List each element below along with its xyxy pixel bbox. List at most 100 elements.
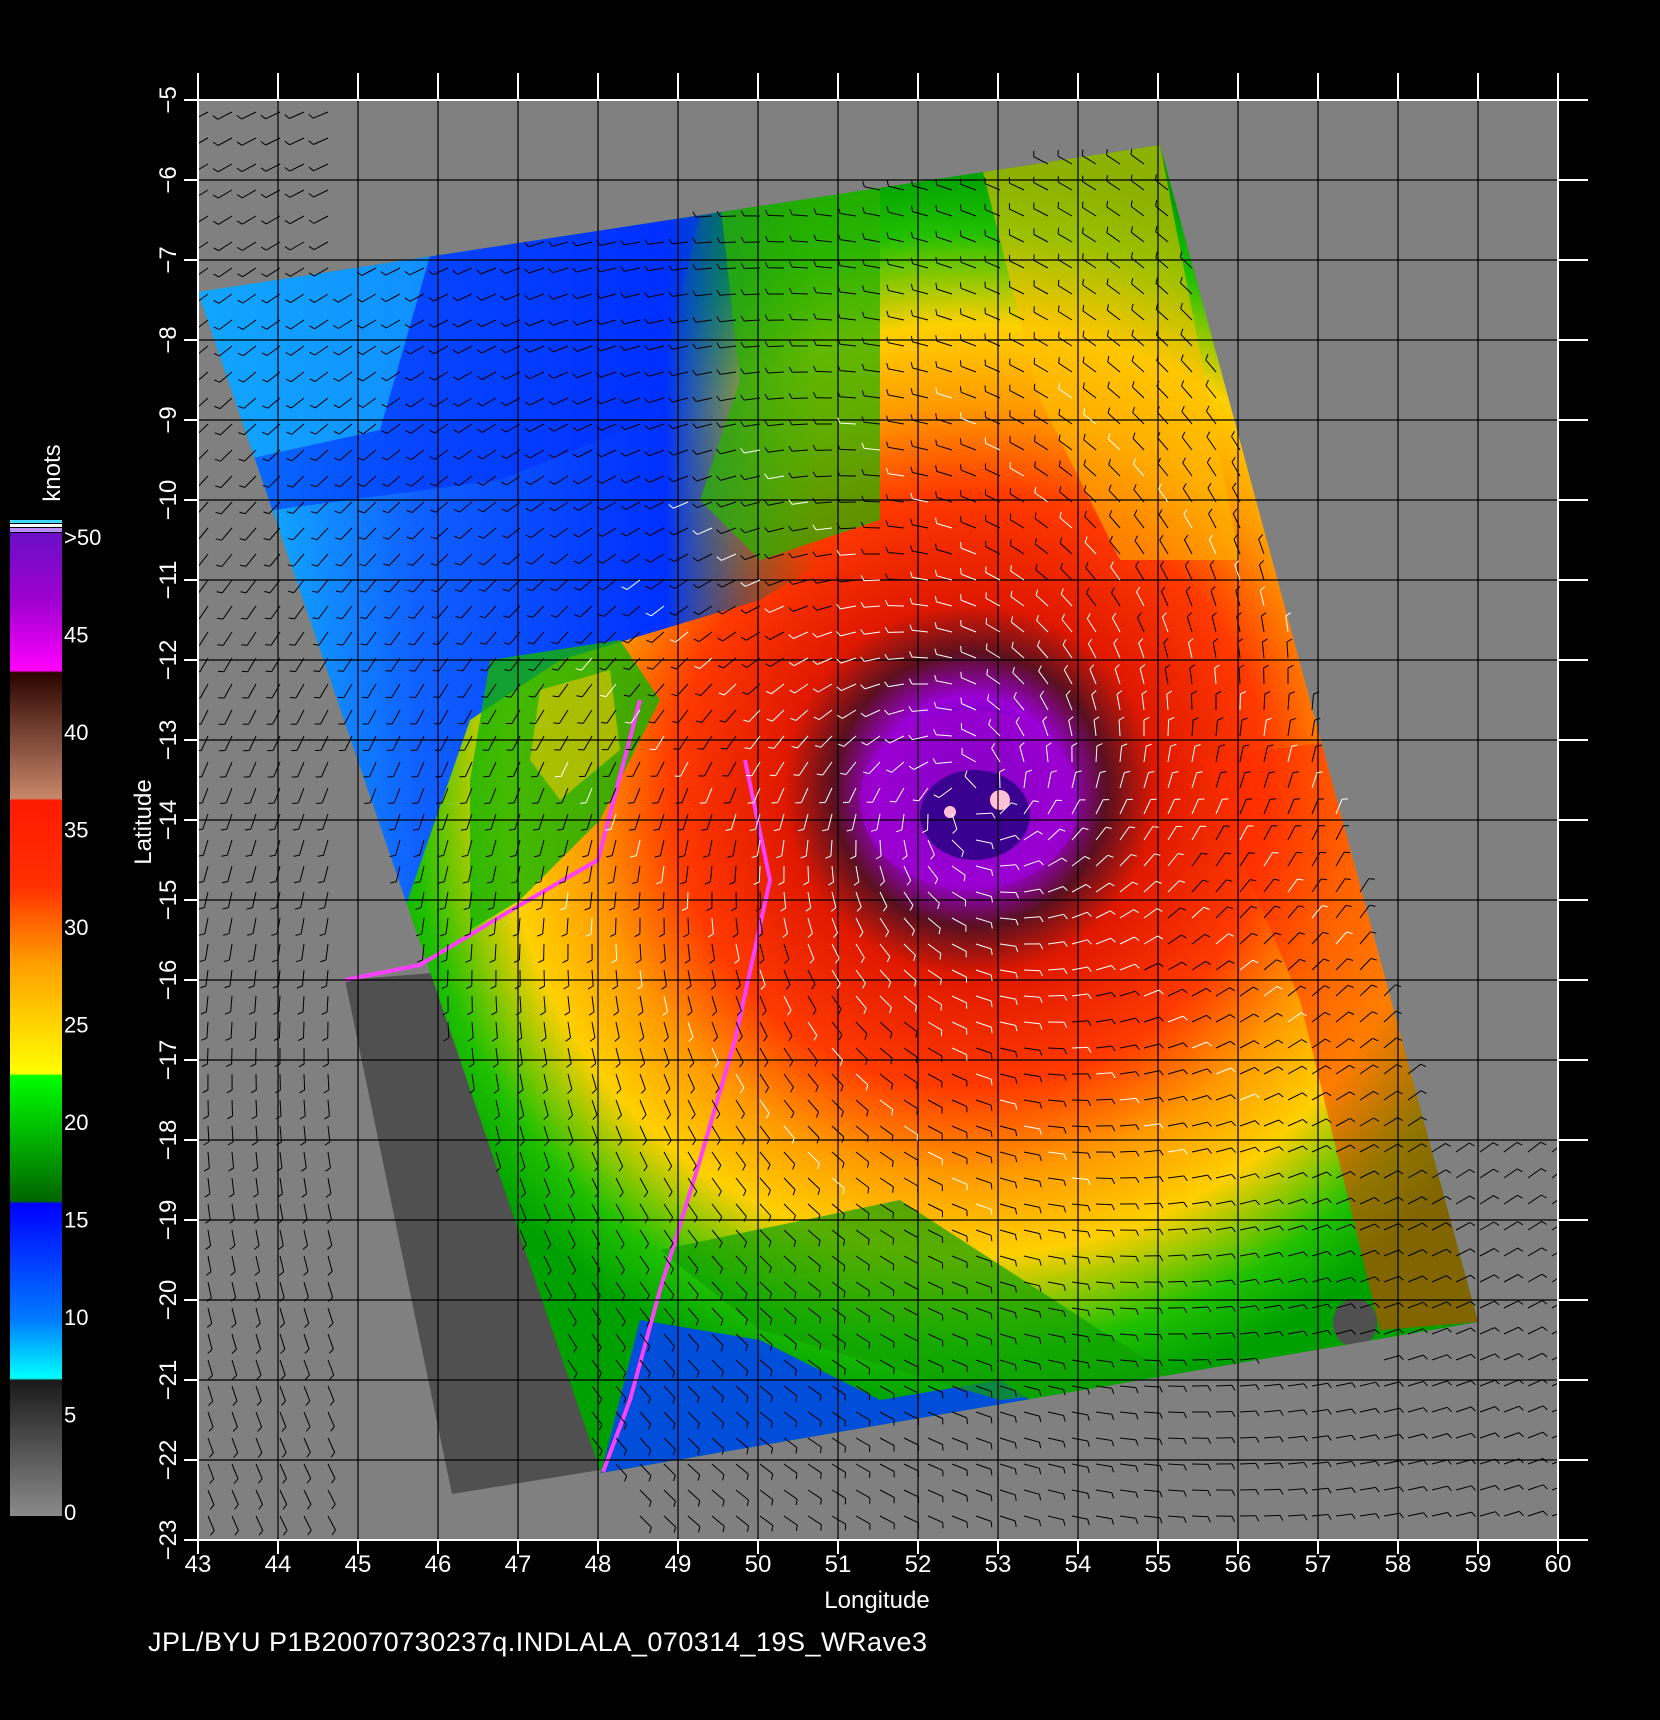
wind-barb-flag	[607, 881, 614, 885]
wind-barb-flag	[767, 1164, 771, 1171]
x-tick-label: 47	[505, 1551, 532, 1578]
wind-barb	[1263, 1092, 1279, 1101]
wind-barb	[730, 813, 737, 830]
wind-barb	[815, 344, 833, 347]
wind-barb-flag	[1351, 1513, 1356, 1520]
wind-barb-flag	[388, 828, 395, 831]
wind-barb-flag	[1141, 690, 1148, 695]
wind-barb	[912, 445, 929, 451]
wind-barb-flag	[596, 1269, 601, 1276]
wind-barb	[321, 761, 329, 777]
wind-barb-flag	[1159, 1517, 1163, 1524]
wind-barb	[673, 501, 689, 509]
wind-barb-flag	[764, 420, 769, 426]
wind-barb	[433, 345, 449, 355]
wind-barb-flag	[718, 1190, 722, 1197]
wind-barb	[634, 813, 641, 830]
wind-barb-flag	[788, 393, 793, 399]
wind-barb-flag	[990, 1183, 993, 1190]
wind-barb-flag	[548, 453, 555, 459]
wind-barb	[1359, 1381, 1376, 1387]
wind-barb	[879, 1385, 895, 1395]
wind-barb-flag	[1565, 1195, 1570, 1198]
wind-barb-flag	[646, 1346, 651, 1353]
wind-barb	[223, 657, 233, 672]
wind-barb-flag	[1268, 771, 1275, 774]
wind-barb	[687, 1463, 701, 1476]
wind-barb-flag	[1154, 853, 1161, 856]
wind-barb-flag	[528, 668, 535, 671]
wind-barb	[1163, 642, 1169, 659]
wind-barb	[200, 735, 209, 751]
wind-barb-flag	[276, 1141, 282, 1146]
wind-barb	[367, 683, 377, 698]
wind-barb-flag	[1181, 405, 1185, 412]
wind-barb	[615, 1203, 625, 1219]
wind-barb-flag	[782, 933, 788, 938]
wind-barb-flag	[521, 1218, 527, 1224]
wind-barb-flag	[668, 423, 674, 429]
wind-barb-flag	[961, 851, 964, 858]
wind-barb	[292, 527, 305, 541]
wind-barb	[1263, 720, 1267, 737]
wind-barb-flag	[1471, 1459, 1476, 1465]
wind-barb	[556, 631, 569, 645]
wind-barb	[1287, 1409, 1304, 1413]
wind-barb-flag	[712, 1010, 718, 1016]
wind-barb	[1071, 1385, 1088, 1390]
wind-barb	[1263, 986, 1278, 997]
wind-barb	[615, 1099, 622, 1116]
wind-barb-flag	[1566, 1248, 1571, 1251]
wind-barb	[492, 865, 497, 882]
wind-barb-flag	[692, 317, 697, 323]
wind-barb	[1455, 1195, 1471, 1205]
wind-barb-flag	[572, 320, 578, 326]
wind-barb-flag	[561, 933, 568, 937]
wind-barb	[672, 397, 689, 403]
wind-barb-flag	[1158, 962, 1164, 968]
wind-barb-flag	[1231, 1174, 1236, 1180]
wind-barb-flag	[478, 589, 485, 592]
wind-barb-flag	[837, 364, 841, 371]
wind-barb	[1191, 1041, 1208, 1049]
wind-barb	[687, 1021, 694, 1038]
wind-barb-flag	[1099, 770, 1107, 773]
wind-barb	[581, 683, 593, 698]
wind-barb	[279, 1125, 282, 1142]
wind-barb-flag	[453, 455, 460, 460]
wind-barb-flag	[1446, 1380, 1452, 1386]
wind-barb-flag	[198, 828, 203, 831]
wind-barb	[1167, 988, 1183, 997]
wind-barb	[888, 237, 905, 243]
wind-barb	[1383, 1170, 1399, 1179]
wind-barb-flag	[511, 907, 518, 911]
wind-barb-flag	[1015, 919, 1019, 926]
wind-barb	[1239, 1305, 1256, 1309]
wind-barb	[1234, 564, 1241, 581]
wind-barb-flag	[1232, 508, 1238, 514]
wind-barb	[831, 1437, 846, 1447]
wind-barb-flag	[853, 881, 860, 886]
wind-barb-flag	[292, 802, 299, 804]
wind-barb-flag	[228, 1193, 235, 1198]
wind-barb-flag	[1327, 1461, 1332, 1468]
wind-barb-flag	[330, 1426, 335, 1432]
wind-barb	[1119, 772, 1125, 789]
wind-barb	[315, 449, 329, 461]
wind-barb	[1023, 1385, 1040, 1391]
wind-barb-flag	[765, 209, 769, 216]
wind-barb-flag	[1063, 1284, 1066, 1291]
wind-barb-flag	[205, 1271, 212, 1276]
wind-barb	[624, 319, 641, 325]
wind-barb	[687, 943, 691, 960]
wind-barb-flag	[1107, 407, 1111, 414]
wind-barb-flag	[1159, 1229, 1164, 1235]
wind-barb	[558, 709, 569, 724]
wind-barb	[1335, 1038, 1350, 1049]
wind-barb-flag	[532, 802, 539, 804]
wind-barb	[960, 599, 977, 607]
wind-barb	[1527, 1326, 1543, 1335]
wind-barb	[206, 1021, 209, 1039]
wind-barb-flag	[1231, 1516, 1236, 1522]
